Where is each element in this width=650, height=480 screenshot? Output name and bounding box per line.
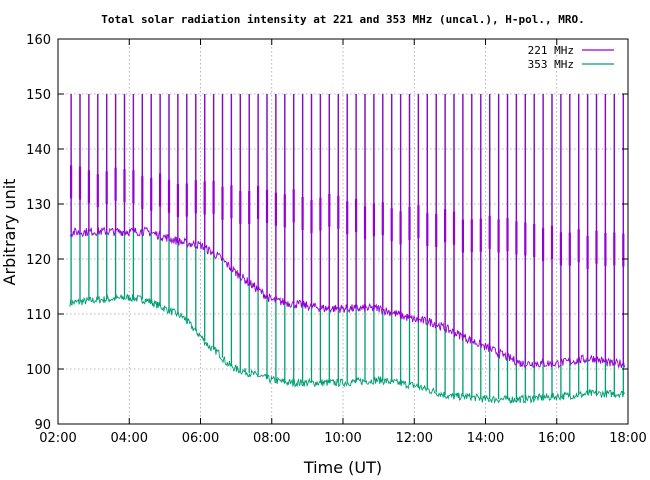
y-tick-label: 160: [26, 33, 51, 48]
x-axis-label: Time (UT): [303, 458, 382, 477]
x-tick-label: 18:00: [609, 431, 646, 446]
legend-label-221: 221 MHz: [528, 44, 574, 57]
y-tick-label: 90: [34, 418, 51, 433]
y-tick-label: 100: [26, 363, 51, 378]
y-axis-label: Arbitrary unit: [0, 179, 19, 286]
series-221-mhz: [69, 94, 626, 369]
y-tick-label: 140: [26, 143, 51, 158]
grid: [58, 39, 628, 424]
legend-label-353: 353 MHz: [528, 58, 574, 71]
y-tick-label: 130: [26, 198, 51, 213]
x-tick-label: 12:00: [396, 431, 433, 446]
legend: 221 MHz 353 MHz: [528, 44, 614, 71]
x-tick-label: 16:00: [538, 431, 575, 446]
series-line: [69, 226, 626, 369]
x-axis: 02:00 04:00 06:00 08:00 10:00 12:00 14:00 16:00…: [39, 39, 647, 446]
x-tick-label: 08:00: [253, 431, 290, 446]
plot-series: [69, 94, 626, 405]
y-tick-label: 150: [26, 88, 51, 103]
y-axis: 90 100 110 120 130 140 150 160: [26, 33, 628, 433]
chart-title: Total solar radiation intensity at 221 a…: [101, 13, 584, 26]
x-tick-label: 04:00: [111, 431, 148, 446]
x-tick-label: 02:00: [39, 431, 76, 446]
y-tick-label: 120: [26, 253, 51, 268]
y-tick-label: 110: [26, 308, 51, 323]
series-line: [69, 293, 626, 405]
x-tick-label: 10:00: [324, 431, 361, 446]
x-tick-label: 14:00: [467, 431, 504, 446]
x-tick-label: 06:00: [182, 431, 219, 446]
